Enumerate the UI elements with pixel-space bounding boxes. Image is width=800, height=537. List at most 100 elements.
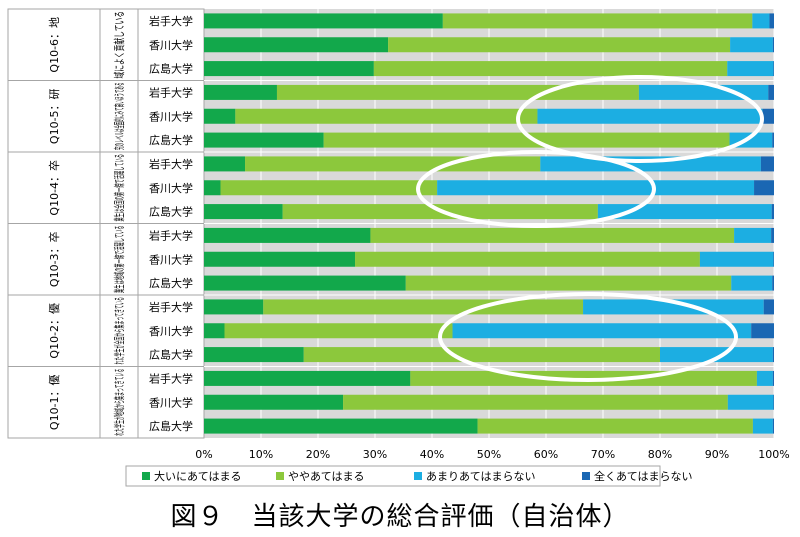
group-label-line1: Q10-2：優 — [48, 303, 61, 359]
bar-category-label: 岩手大学 — [149, 85, 193, 99]
legend-swatch-3 — [414, 472, 422, 480]
bar-segment-3 — [638, 84, 769, 100]
bar-segment-4 — [763, 299, 774, 315]
figure-caption: 図９ 当該大学の総合評価（自治体） — [170, 502, 630, 532]
bar-segment-3 — [752, 13, 770, 29]
bar-segment-3 — [437, 180, 755, 196]
bar-segment-2 — [343, 394, 728, 410]
legend-box — [125, 465, 661, 487]
bar-segment-4 — [773, 251, 774, 267]
bar-segment-2 — [245, 156, 541, 172]
bar-segment-3 — [540, 156, 761, 172]
bar-segment-1 — [204, 370, 411, 386]
bar-segment-2 — [276, 84, 639, 100]
bar-segment-1 — [204, 13, 443, 29]
x-tick-label: 0% — [195, 448, 212, 461]
bar-segment-2 — [388, 37, 731, 53]
bar-segment-4 — [773, 394, 774, 410]
group-label-line2: れた学生が全国から集まってきている — [112, 297, 126, 365]
x-tick-label: 100% — [758, 448, 789, 461]
bar-segment-2 — [220, 180, 438, 196]
bar-segment-3 — [727, 61, 774, 77]
group-label-line2: 業生は地域の第一線で活躍している — [112, 226, 126, 294]
bar-segment-3 — [660, 347, 773, 363]
group-label-line1: Q10-6：地 — [48, 17, 61, 73]
bar-segment-4 — [772, 418, 774, 434]
group-label-line2: 域によく貢献している — [112, 11, 126, 79]
highlight-ellipse — [416, 150, 656, 228]
bar-segment-1 — [204, 61, 374, 77]
bar-segment-1 — [204, 204, 283, 220]
bar-segment-4 — [768, 84, 774, 100]
bar-category-label: 広島大学 — [149, 133, 193, 147]
x-tick-label: 20% — [306, 448, 330, 461]
bar-segment-2 — [355, 251, 700, 267]
legend-label-2: ややあてはまる — [288, 470, 365, 483]
legend-label-3: あまりあてはまらない — [426, 470, 536, 483]
bar-segment-1 — [204, 132, 324, 148]
bar-segment-2 — [405, 275, 732, 291]
bar-segment-4 — [772, 132, 774, 148]
group-label-line2: 業生は全国の第一線で活躍している — [112, 154, 126, 222]
bar-category-label: 広島大学 — [149, 276, 193, 290]
bar-segment-4 — [762, 108, 774, 124]
bar-segment-1 — [204, 108, 236, 124]
bar-segment-3 — [752, 418, 773, 434]
bar-segment-2 — [373, 61, 728, 77]
bar-segment-1 — [204, 180, 221, 196]
bar-category-label: 香川大学 — [149, 38, 193, 52]
bar-segment-3 — [731, 275, 773, 291]
bar-category-label: 広島大学 — [149, 348, 193, 362]
bar-segment-1 — [204, 251, 356, 267]
group-label-line1: Q10-4：卒 — [47, 160, 61, 216]
bar-segment-4 — [760, 156, 774, 172]
highlight-ellipse — [516, 75, 764, 163]
legend-label-4: 全くあてはまらない — [594, 469, 693, 483]
bar-category-label: 広島大学 — [149, 205, 193, 219]
bar-segment-4 — [772, 370, 774, 386]
bar-segment-2 — [263, 299, 584, 315]
bar-segment-1 — [204, 347, 304, 363]
bar-segment-3 — [452, 323, 752, 339]
bar-segment-2 — [224, 323, 453, 339]
bar-category-label: 岩手大学 — [149, 228, 193, 242]
bar-segment-4 — [772, 37, 774, 53]
bar-segment-4 — [771, 204, 774, 220]
bar-segment-4 — [769, 13, 774, 29]
bar-category-label: 香川大学 — [149, 395, 193, 409]
bar-segment-2 — [477, 418, 753, 434]
bar-segment-3 — [730, 37, 773, 53]
bar-segment-2 — [303, 347, 660, 363]
bar-segment-1 — [204, 227, 371, 243]
bar-category-label: 広島大学 — [149, 62, 193, 76]
group-label-line2: 究のレベルは全国的にみて高いほうである — [112, 83, 126, 151]
bar-segment-2 — [235, 108, 538, 124]
x-tick-label: 90% — [705, 448, 729, 461]
bar-segment-2 — [323, 132, 730, 148]
group-label-line1: Q10-5：研 — [48, 88, 61, 144]
bar-category-label: 広島大学 — [149, 419, 193, 433]
bar-segment-3 — [537, 108, 763, 124]
bar-segment-1 — [204, 275, 406, 291]
bar-category-label: 香川大学 — [149, 252, 193, 266]
highlight-ellipse — [438, 292, 738, 382]
bar-segment-4 — [751, 323, 774, 339]
bar-segment-4 — [754, 180, 774, 196]
bar-segment-4 — [772, 347, 774, 363]
bar-category-label: 香川大学 — [149, 181, 193, 195]
legend-swatch-2 — [276, 472, 284, 480]
bar-segment-3 — [727, 394, 774, 410]
legend-swatch-1 — [142, 472, 150, 480]
legend-label-1: 大いにあてはまる — [154, 469, 242, 483]
bar-segment-4 — [771, 227, 774, 243]
x-tick-label: 60% — [534, 448, 558, 461]
group-label-line1: Q10-3：卒 — [47, 231, 61, 287]
x-tick-label: 10% — [249, 448, 273, 461]
bar-segment-1 — [204, 37, 389, 53]
bar-segment-1 — [204, 418, 478, 434]
bar-segment-1 — [204, 323, 225, 339]
bar-segment-1 — [204, 84, 277, 100]
group-label-line2: れた学生が地域から集まってきている — [112, 369, 126, 437]
x-tick-label: 70% — [591, 448, 615, 461]
